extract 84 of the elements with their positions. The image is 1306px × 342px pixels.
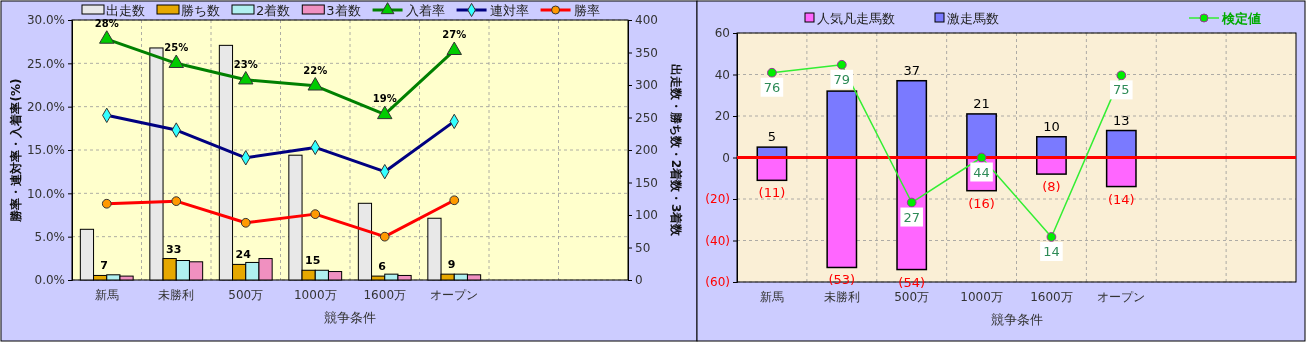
data-label: (11)	[758, 185, 786, 201]
data-label: 9	[447, 258, 456, 272]
data-label: 79	[833, 71, 851, 87]
data-label: 6	[378, 260, 387, 274]
bar	[826, 90, 858, 159]
legend-label: 出走数	[106, 2, 145, 18]
y2-tick-label: 50	[635, 240, 651, 255]
data-label: 25%	[164, 42, 189, 54]
data-label: 28%	[94, 18, 119, 30]
y2-tick-label: 0	[635, 273, 643, 288]
x-tick-label: オープン	[1097, 289, 1146, 304]
data-label: 21	[973, 95, 990, 111]
y-tick-label: 15.0%	[26, 143, 65, 158]
legend-label: 勝率	[573, 2, 600, 18]
data-label: 27%	[442, 29, 467, 41]
legend-label: 人気凡走馬数	[817, 10, 895, 26]
x-tick-label: オープン	[430, 287, 479, 302]
data-label: 19%	[372, 93, 397, 105]
y2-axis-title: 出走数・勝ち数・2着数・3着数	[668, 63, 683, 238]
bar	[1105, 129, 1137, 159]
data-label: (16)	[968, 195, 995, 211]
x-tick-label: 1600万	[1030, 289, 1073, 304]
y-tick-label: 10.0%	[26, 186, 65, 201]
x-tick-label: 未勝利	[823, 289, 860, 304]
data-label: 23%	[233, 58, 258, 70]
y-tick-label: 20	[714, 109, 730, 124]
y-tick-label: 25.0%	[26, 56, 65, 71]
y-tick-label: 30.0%	[26, 13, 65, 28]
data-label: 33	[165, 242, 182, 256]
data-label: 13	[1113, 112, 1130, 128]
y2-tick-label: 150	[635, 175, 658, 190]
y-tick-label: 5.0%	[34, 230, 65, 245]
legend-label: 連対率	[489, 2, 529, 18]
legend-label: 検定値	[1221, 10, 1261, 26]
x-tick-label: 1600万	[363, 287, 407, 302]
x-tick-label: 500万	[228, 287, 264, 302]
data-label: 44	[973, 164, 990, 180]
bar	[1036, 136, 1067, 159]
y2-tick-label: 250	[635, 110, 658, 125]
data-label: 5	[767, 129, 777, 145]
data-label: 37	[903, 62, 920, 78]
data-label: 15	[304, 254, 321, 268]
x-tick-label: 未勝利	[158, 287, 195, 302]
y-tick-label: 0	[722, 150, 730, 165]
legend-label: 2着数	[256, 2, 291, 18]
data-label: 24	[235, 248, 252, 262]
bar	[826, 156, 858, 269]
data-label: 27	[903, 209, 920, 225]
data-label: 7	[100, 259, 108, 273]
data-label: (8)	[1042, 179, 1061, 195]
x-axis-title: 競争条件	[990, 312, 1043, 327]
y-tick-label: 0.0%	[34, 273, 65, 288]
x-tick-label: 1000万	[960, 289, 1003, 304]
y-tick-label: 60	[714, 26, 730, 41]
x-tick-label: 500万	[894, 289, 930, 304]
data-label: (14)	[1107, 191, 1135, 207]
y-tick-label: 40	[714, 67, 730, 82]
legend-label: 勝ち数	[181, 2, 220, 18]
x-tick-label: 新馬	[94, 287, 119, 302]
data-label: 76	[763, 79, 781, 95]
y-tick-label: (60)	[705, 275, 730, 290]
y2-tick-label: 200	[635, 143, 658, 158]
data-label: (54)	[898, 274, 926, 290]
y2-tick-label: 300	[635, 78, 658, 93]
x-tick-label: 新馬	[759, 289, 784, 304]
x-tick-label: 1000万	[293, 287, 337, 302]
y2-tick-label: 400	[635, 13, 658, 28]
data-label: 75	[1113, 82, 1130, 98]
legend-label: 激走馬数	[947, 10, 999, 26]
bar	[896, 79, 928, 159]
data-label: 22%	[303, 64, 328, 76]
x-axis-title: 競争条件	[324, 310, 376, 325]
bar	[1105, 156, 1137, 188]
y-axis-title: 勝率・連対率・入着率(%)	[9, 78, 24, 223]
y2-tick-label: 100	[635, 208, 658, 223]
data-label: 14	[1043, 243, 1060, 259]
bar	[966, 113, 997, 159]
y-tick-label: (20)	[705, 192, 730, 207]
legend-label: 入着率	[405, 2, 445, 18]
y-tick-label: 20.0%	[26, 100, 65, 115]
legend-label: 3着数	[326, 2, 361, 18]
y-tick-label: (40)	[705, 233, 730, 248]
data-label: 10	[1043, 118, 1060, 134]
y2-tick-label: 350	[635, 45, 658, 60]
